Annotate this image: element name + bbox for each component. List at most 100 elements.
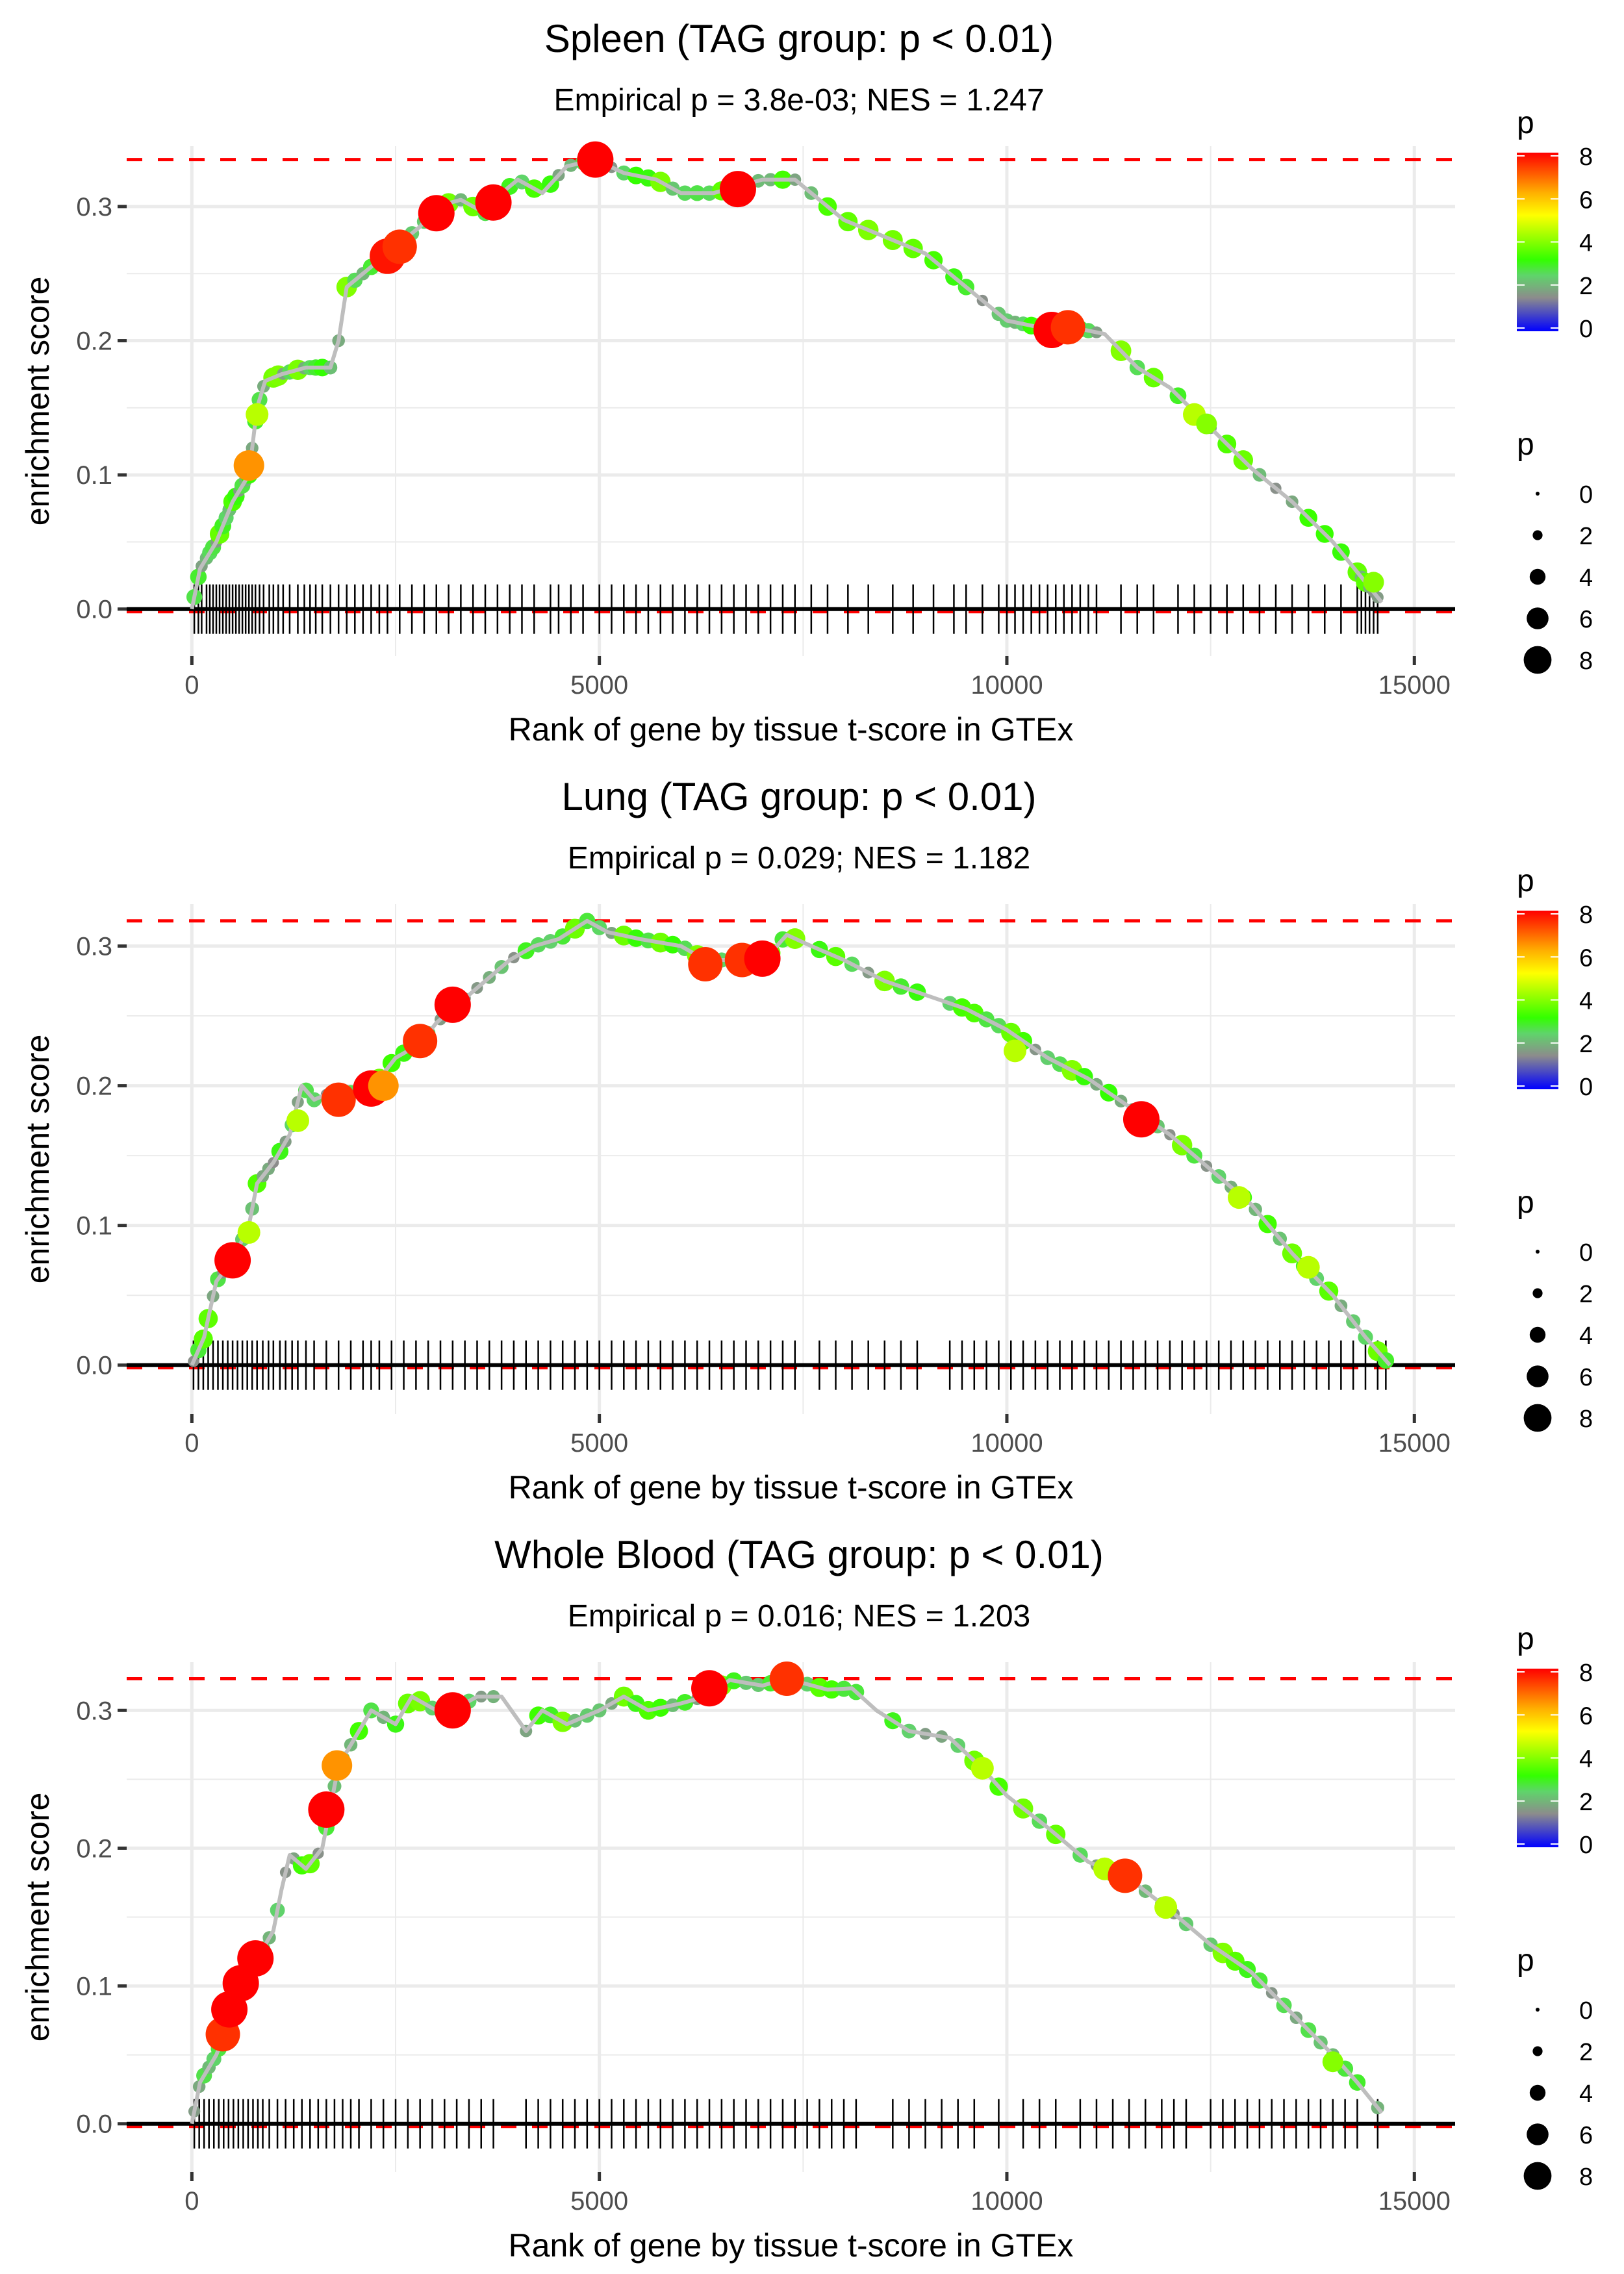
x-axis-title: Rank of gene by tissue t-score in GTEx	[509, 711, 1074, 748]
highlight-point	[321, 1082, 356, 1117]
highlight-point	[434, 986, 471, 1023]
size-legend-label: 0	[1579, 1997, 1593, 2025]
size-legend-label: 0	[1579, 1239, 1593, 1267]
running-es-line	[190, 1676, 1384, 2125]
highlight-point	[719, 171, 756, 208]
highlight-point	[237, 1220, 260, 1244]
chart-panel: Spleen (TAG group: p < 0.01) Empirical p …	[0, 0, 1624, 758]
x-tick-label: 10000	[971, 1429, 1043, 1458]
size-legend-dot	[1536, 2008, 1540, 2012]
y-tick-label: 0.3	[76, 1697, 112, 1725]
highlight-point	[237, 1940, 274, 1977]
size-legend-label: 8	[1579, 2164, 1593, 2191]
highlight-point	[1154, 1896, 1178, 1919]
x-tick-label: 10000	[971, 2187, 1043, 2216]
highlight-point	[1363, 572, 1384, 593]
size-legend-dot	[1532, 530, 1543, 540]
size-legend-label: 8	[1579, 648, 1593, 675]
x-tick-label: 0	[184, 2187, 199, 2216]
y-axis-title: enrichment score	[19, 277, 56, 526]
color-legend-label: 6	[1579, 1702, 1593, 1730]
size-legend-label: 4	[1579, 564, 1593, 592]
size-legend-label: 2	[1579, 523, 1593, 550]
highlight-point	[769, 1661, 804, 1696]
size-legend-label: 8	[1579, 1406, 1593, 1433]
x-tick-label: 5000	[570, 2187, 628, 2216]
y-tick-label: 0.2	[76, 327, 112, 356]
size-legend-title: p	[1517, 1943, 1534, 1978]
gene-points	[188, 1671, 1384, 2117]
x-tick-label: 5000	[570, 1429, 628, 1458]
chart-subtitle: Empirical p = 3.8e-03; NES = 1.247	[553, 83, 1044, 118]
gene-points	[186, 155, 1384, 605]
chart-svg: Whole Blood (TAG group: p < 0.01) Empiric…	[19, 1533, 1593, 2264]
highlight-point	[1108, 1858, 1143, 1893]
y-tick-label: 0.2	[76, 1072, 112, 1101]
highlight-point	[688, 946, 723, 981]
highlight-point	[286, 1109, 309, 1132]
y-tick-label: 0.3	[76, 933, 112, 961]
size-legend-label: 0	[1579, 481, 1593, 509]
highlight-point	[1322, 2051, 1343, 2073]
x-tick-label: 0	[184, 671, 199, 700]
size-legend-dot	[1523, 2162, 1552, 2190]
highlight-point	[475, 184, 512, 221]
highlight-point	[1228, 1186, 1251, 1209]
size-legend-dot	[1532, 2046, 1543, 2056]
y-tick-label: 0.1	[76, 461, 112, 490]
size-legend-label: 4	[1579, 1322, 1593, 1350]
chart-subtitle: Empirical p = 0.029; NES = 1.182	[568, 841, 1030, 876]
size-legend-label: 6	[1579, 606, 1593, 633]
color-legend-label: 4	[1579, 988, 1593, 1015]
highlight-point	[1297, 1256, 1320, 1279]
chart-subtitle: Empirical p = 0.016; NES = 1.203	[568, 1599, 1030, 1634]
x-tick-label: 15000	[1378, 2187, 1451, 2216]
chart-svg: Lung (TAG group: p < 0.01) Empirical p = …	[19, 775, 1593, 1506]
size-legend-dot	[1523, 646, 1552, 674]
x-tick-label: 15000	[1378, 1429, 1451, 1458]
color-legend-label: 6	[1579, 186, 1593, 214]
chart-title: Lung (TAG group: p < 0.01)	[562, 775, 1037, 818]
x-axis-title: Rank of gene by tissue t-score in GTEx	[509, 2227, 1074, 2264]
size-legend-dot	[1523, 1404, 1552, 1432]
color-legend-label: 0	[1579, 316, 1593, 343]
y-tick-label: 0.0	[76, 2110, 112, 2139]
gene-points	[188, 913, 1395, 1369]
color-legend-label: 4	[1579, 1746, 1593, 1773]
color-legend-label: 6	[1579, 944, 1593, 972]
size-legend-dot	[1529, 2084, 1546, 2101]
y-tick-label: 0.2	[76, 1834, 112, 1863]
highlight-point	[1196, 413, 1217, 435]
highlight-point	[1004, 1039, 1027, 1063]
highlight-point	[1123, 1101, 1160, 1138]
x-tick-label: 0	[184, 1429, 199, 1458]
chart-panel: Lung (TAG group: p < 0.01) Empirical p = …	[0, 758, 1624, 1516]
size-legend-dot	[1527, 1365, 1549, 1387]
color-legend-label: 8	[1579, 902, 1593, 929]
size-legend-title: p	[1517, 427, 1534, 462]
y-tick-label: 0.1	[76, 1212, 112, 1241]
highlight-point	[434, 1692, 471, 1729]
y-tick-label: 0.0	[76, 596, 112, 624]
color-legend-title: p	[1517, 1622, 1534, 1656]
size-legend-label: 6	[1579, 2122, 1593, 2149]
y-axis-title: enrichment score	[19, 1793, 56, 2042]
size-legend-label: 4	[1579, 2080, 1593, 2108]
color-legend-label: 8	[1579, 1660, 1593, 1687]
highlight-point	[368, 1070, 399, 1102]
highlight-point	[744, 940, 781, 977]
x-tick-label: 15000	[1378, 671, 1451, 700]
highlight-point	[577, 141, 614, 178]
highlight-point	[1050, 310, 1085, 345]
color-legend-title: p	[1517, 864, 1534, 898]
size-legend-title: p	[1517, 1185, 1534, 1220]
y-axis-title: enrichment score	[19, 1035, 56, 1284]
color-legend-label: 2	[1579, 1031, 1593, 1058]
chart-panel: Whole Blood (TAG group: p < 0.01) Empiric…	[0, 1516, 1624, 2274]
color-legend-label: 8	[1579, 144, 1593, 171]
x-axis-title: Rank of gene by tissue t-score in GTEx	[509, 1469, 1074, 1506]
highlight-point	[322, 1750, 353, 1781]
y-tick-label: 0.1	[76, 1973, 112, 2001]
chart-title: Whole Blood (TAG group: p < 0.01)	[494, 1533, 1104, 1576]
highlight-point	[418, 195, 455, 232]
